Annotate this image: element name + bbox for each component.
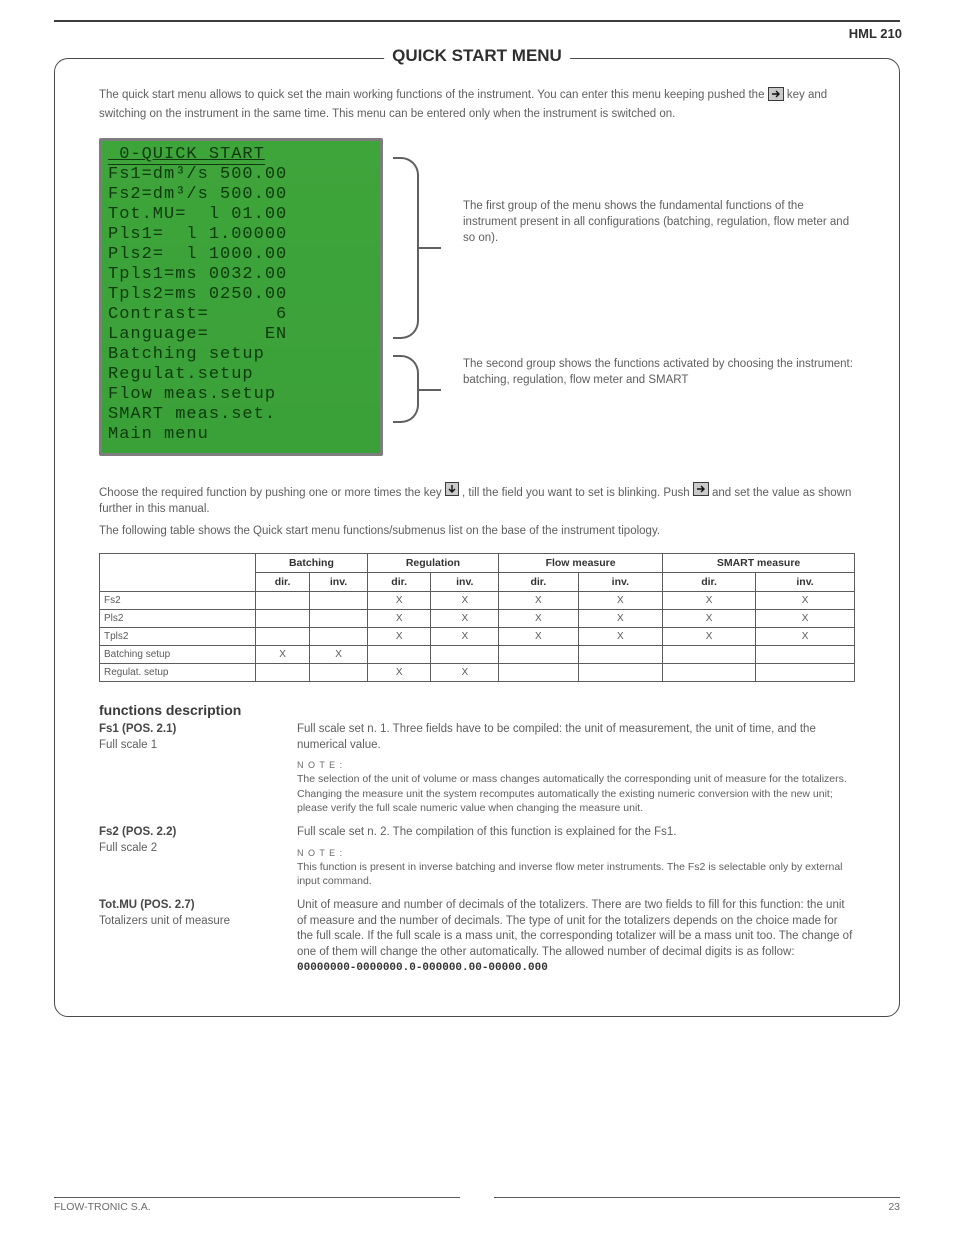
col-flow: Flow measure [499,554,663,573]
lcd-line-8: Contrast= 6 [108,305,287,324]
page-box: QUICK START MENU The quick start menu al… [54,58,900,1017]
right-arrow-box-icon [768,92,787,104]
lcd-line-13: SMART meas.set. [108,405,276,424]
table-header-row: Batching Regulation Flow measure SMART m… [100,554,855,573]
side-text: The first group of the menu shows the fu… [463,198,855,396]
footer-right: 23 [494,1197,900,1213]
lcd-line-2: Fs2=dm³/s 500.00 [108,185,287,204]
note-head: N O T E : [297,847,855,859]
down-arrow-box-icon [445,487,462,499]
side-p1: The first group of the menu shows the fu… [463,198,855,246]
mid-text-b: , till the field you want to set is blin… [462,487,693,499]
functions-title: functions description [99,702,855,718]
lcd-line-9: Language= EN [108,325,287,344]
lcd-line-6: Tpls1=ms 0032.00 [108,265,287,284]
fx-sub: Totalizers unit of measure [99,914,279,930]
lcd-line-11: Regulat.setup [108,365,254,384]
fx-row: Fs2 (POS. 2.2) Full scale 2 Full scale s… [99,825,855,888]
intro-paragraph: The quick start menu allows to quick set… [99,87,855,122]
right-arrow-box-icon [693,487,712,499]
fx-row: Tot.MU (POS. 2.7) Totalizers unit of mea… [99,898,855,976]
fx-desc: Unit of measure and number of decimals o… [297,899,852,958]
fx-desc: Full scale set n. 1. Three fields have t… [297,722,855,753]
fx-sub: Full scale 1 [99,738,279,754]
table-row: Regulat. setup XX [100,664,855,682]
page-title: QUICK START MENU [384,46,570,66]
lcd-line-10: Batching setup [108,345,265,364]
footer-left: FLOW-TRONIC S.A. [54,1197,460,1213]
table-row: Tpls2 XXXXXX [100,628,855,646]
note-head: N O T E : [297,759,855,771]
footer: FLOW-TRONIC S.A. 23 [54,1197,900,1213]
fx-row: Fs1 (POS. 2.1) Full scale 1 Full scale s… [99,722,855,815]
fx-mono: 00000000-0000000.0-000000.00-00000.000 [297,962,548,974]
fx-main: Fs1 (POS. 2.1) [99,722,279,738]
table-row: Pls2 XXXXXX [100,610,855,628]
fx-sub: Full scale 2 [99,841,279,857]
product-label: HML 210 [849,26,902,41]
table-row: Batching setup XX [100,646,855,664]
lcd-line-4: Pls1= l 1.00000 [108,225,287,244]
header-rule: HML 210 [54,20,900,22]
col-smart: SMART measure [663,554,855,573]
lcd-line-5: Pls2= l 1000.00 [108,245,287,264]
lcd-line-7: Tpls2=ms 0250.00 [108,285,287,304]
bracket-graphic [393,147,453,447]
table-row: Fs2 XXXXXX [100,592,855,610]
mid-paragraph-2: The following table shows the Quick star… [99,523,855,539]
lcd-line-0: 0-QUICK START [108,145,265,165]
col-regulation: Regulation [367,554,498,573]
config-table: Batching Regulation Flow measure SMART m… [99,553,855,682]
lcd-line-1: Fs1=dm³/s 500.00 [108,165,287,184]
fx-desc: Full scale set n. 2. The compilation of … [297,825,855,841]
side-p2: The second group shows the functions act… [463,356,855,388]
note-body: The selection of the unit of volume or m… [297,772,855,815]
col-batching: Batching [255,554,367,573]
fx-main: Fs2 (POS. 2.2) [99,825,279,841]
lcd-line-3: Tot.MU= l 01.00 [108,205,287,224]
fx-main: Tot.MU (POS. 2.7) [99,898,279,914]
lcd-line-12: Flow meas.setup [108,385,276,404]
intro-text-a: The quick start menu allows to quick set… [99,89,768,101]
lcd-screen: 0-QUICK START Fs1=dm³/s 500.00 Fs2=dm³/s… [99,138,383,456]
note-body: This function is present in inverse batc… [297,860,855,888]
mid-text-a: Choose the required function by pushing … [99,487,445,499]
lcd-line-14: Main menu [108,425,209,444]
mid-paragraph: Choose the required function by pushing … [99,482,855,517]
